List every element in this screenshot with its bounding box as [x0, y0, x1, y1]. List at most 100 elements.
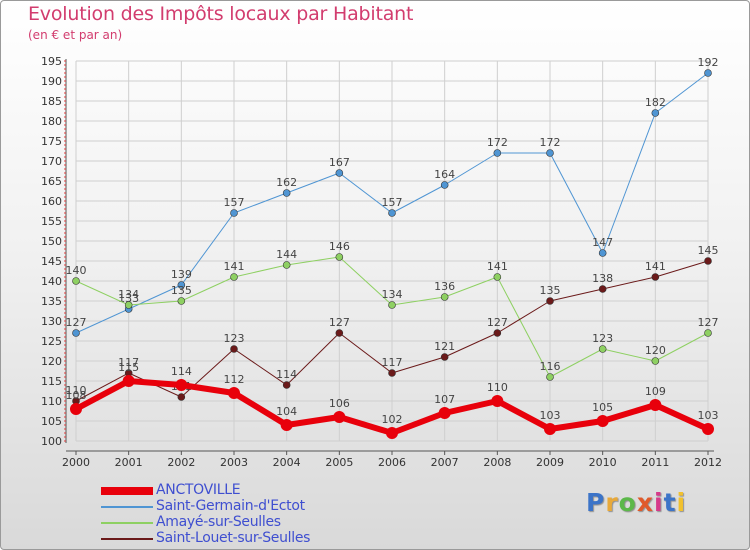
y-tick-label: 105 [41, 415, 62, 428]
y-tick-label: 170 [41, 155, 62, 168]
data-label: 140 [66, 264, 87, 277]
data-label: 120 [645, 344, 666, 357]
y-tick-label: 150 [41, 235, 62, 248]
data-point [598, 249, 607, 257]
x-tick-label: 2006 [378, 456, 406, 469]
x-tick-label: 2010 [589, 456, 617, 469]
x-tick-label: 2005 [325, 456, 353, 469]
data-point [493, 149, 502, 157]
logo-letter: i [654, 488, 664, 517]
data-point [704, 69, 712, 77]
data-label: 114 [171, 365, 192, 378]
data-label: 105 [592, 401, 613, 414]
data-label: 145 [698, 244, 719, 257]
data-point [282, 261, 291, 269]
data-label: 144 [276, 248, 297, 261]
data-label: 121 [434, 340, 455, 353]
data-point [546, 149, 554, 157]
data-point [228, 387, 240, 399]
data-point [596, 415, 609, 427]
x-tick-label: 2004 [273, 456, 301, 469]
data-point [546, 373, 554, 381]
data-label: 123 [224, 332, 245, 345]
logo-letter: t [663, 488, 677, 517]
proxiti-logo: Proxiti [586, 488, 686, 517]
data-label: 167 [329, 156, 350, 169]
data-point [493, 273, 502, 281]
x-tick-label: 2011 [641, 456, 669, 469]
logo-letter: r [605, 488, 619, 517]
y-tick-label: 160 [41, 195, 62, 208]
data-point [230, 209, 238, 217]
y-tick-label: 195 [41, 55, 62, 68]
y-tick-label: 140 [41, 275, 62, 288]
data-label: 135 [171, 284, 192, 297]
data-point [649, 399, 662, 411]
data-point [335, 253, 344, 261]
data-point [651, 357, 660, 365]
data-label: 127 [487, 316, 508, 329]
data-point [704, 329, 712, 337]
y-tick-label: 135 [41, 295, 62, 308]
data-label: 133 [118, 292, 139, 305]
series-anctoville: 108 115 114 112 104 106 102 107 110 103 105 109 103 [66, 361, 719, 439]
series-saint-germain-d-ectot: 127 133 139 157 162 167 157 164 172 172 147 182 192 [66, 56, 719, 337]
logo-letter: P [586, 488, 606, 517]
data-label: 115 [118, 361, 139, 374]
x-tick-label: 2007 [431, 456, 459, 469]
series-amay-sur-seulles: 140 134 135 141 144 146 134 136 141 116 123 120 127 [66, 240, 719, 381]
data-point [440, 293, 449, 301]
data-point [72, 329, 80, 337]
y-tick-label: 190 [41, 75, 62, 88]
data-label: 141 [645, 260, 666, 273]
y-tick-label: 110 [41, 395, 62, 408]
data-label: 138 [592, 272, 613, 285]
data-point [70, 403, 82, 415]
data-label: 164 [434, 168, 455, 181]
x-tick-label: 2009 [536, 456, 564, 469]
data-label: 123 [592, 332, 613, 345]
data-label: 127 [66, 316, 87, 329]
data-label: 135 [540, 284, 561, 297]
data-label: 139 [171, 268, 192, 281]
data-label: 157 [382, 196, 403, 209]
data-point [651, 273, 660, 281]
y-tick-label: 180 [41, 115, 62, 128]
data-label: 108 [66, 389, 87, 402]
data-point [177, 297, 186, 305]
data-label: 127 [329, 316, 350, 329]
data-label: 192 [698, 56, 719, 69]
data-point [493, 329, 502, 337]
y-tick-label: 145 [41, 255, 62, 268]
data-label: 109 [645, 385, 666, 398]
x-tick-label: 2012 [694, 456, 722, 469]
legend-swatch [101, 538, 153, 540]
data-label: 116 [540, 360, 561, 373]
data-point [544, 423, 556, 435]
data-point [72, 277, 80, 285]
y-tick-label: 125 [41, 335, 62, 348]
data-label: 112 [224, 373, 245, 386]
data-label: 103 [540, 409, 561, 422]
data-label: 114 [276, 368, 297, 381]
data-point [282, 189, 291, 197]
data-point [546, 297, 554, 305]
data-label: 117 [382, 356, 403, 369]
logo-letter: x [636, 488, 654, 517]
y-tick-label: 165 [41, 175, 62, 188]
data-label: 146 [329, 240, 350, 253]
legend-swatch [101, 522, 153, 524]
data-point [598, 285, 607, 293]
data-label: 103 [698, 409, 719, 422]
data-label: 134 [118, 288, 139, 301]
data-point [177, 393, 186, 401]
y-tick-label: 155 [41, 215, 62, 228]
legend-label: ANCTOVILLE [156, 482, 241, 498]
data-point [122, 375, 135, 387]
data-point [282, 381, 291, 389]
legend-label: Amayé-sur-Seulles [156, 514, 281, 530]
x-tick-label: 2008 [483, 456, 511, 469]
data-point [438, 407, 451, 419]
data-point [230, 345, 238, 353]
